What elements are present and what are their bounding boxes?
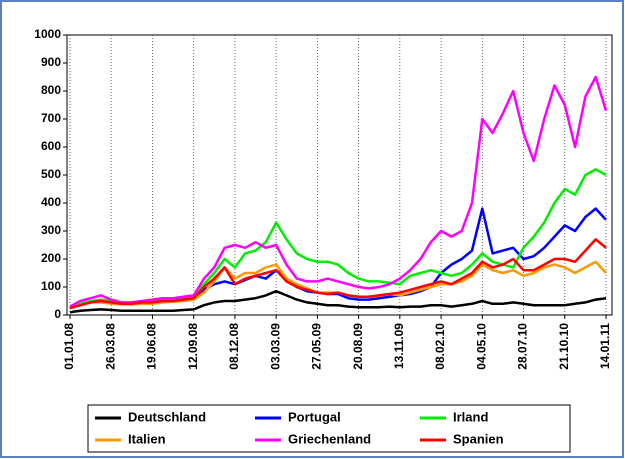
y-tick-label: 500	[41, 167, 61, 181]
x-tick-label: 08.12.08	[227, 323, 241, 370]
x-tick-label: 01.01.08	[62, 323, 76, 370]
x-tick-label: 19.06.08	[145, 323, 159, 370]
x-tick-label: 13.11.09	[392, 323, 406, 369]
axes: 0 100 200 300 400 500 600 700 800 900 1000 01.01.08…	[34, 27, 612, 370]
legend-label: Spanien	[453, 431, 504, 446]
series-line	[69, 238, 607, 310]
x-tick-label: 12.09.08	[186, 323, 200, 370]
y-tick-label: 800	[41, 83, 61, 97]
legend-box	[87, 404, 571, 453]
y-tick-label: 0	[54, 307, 61, 321]
lines	[69, 75, 608, 314]
y-tick-label: 300	[41, 223, 61, 237]
x-tick-label: 08.02.10	[433, 323, 447, 370]
y-tick-label: 200	[41, 251, 61, 265]
series-line	[69, 75, 608, 308]
x-tick-label: 27.05.09	[310, 323, 324, 370]
x-tick-label: 21.10.10	[557, 323, 571, 370]
y-tick-label: 100	[41, 279, 61, 293]
x-tick-label: 20.08.09	[351, 323, 365, 370]
y-tick-label: 1000	[34, 27, 61, 41]
legend-label: Griechenland	[288, 431, 371, 446]
y-tick-label: 600	[41, 139, 61, 153]
legend-label: Portugal	[288, 409, 341, 424]
x-tick-label: 26.03.08	[103, 323, 117, 370]
x-tick-label: 04.05.10	[474, 323, 488, 370]
series-line	[69, 289, 607, 314]
legend: Deutschland Portugal Irland Italien Griechen…	[87, 404, 571, 453]
y-tick-label: 400	[41, 195, 61, 209]
y-tick-label: 700	[41, 111, 61, 125]
legend-label: Deutschland	[128, 409, 206, 424]
legend-label: Italien	[128, 431, 166, 446]
x-tick-label: 14.01.11	[598, 323, 612, 369]
x-tick-label: 28.07.10	[516, 323, 530, 370]
legend-label: Irland	[453, 409, 488, 424]
y-tick-label: 900	[41, 55, 61, 69]
x-tick-label: 03.03.09	[268, 323, 282, 370]
series-line	[69, 168, 607, 310]
